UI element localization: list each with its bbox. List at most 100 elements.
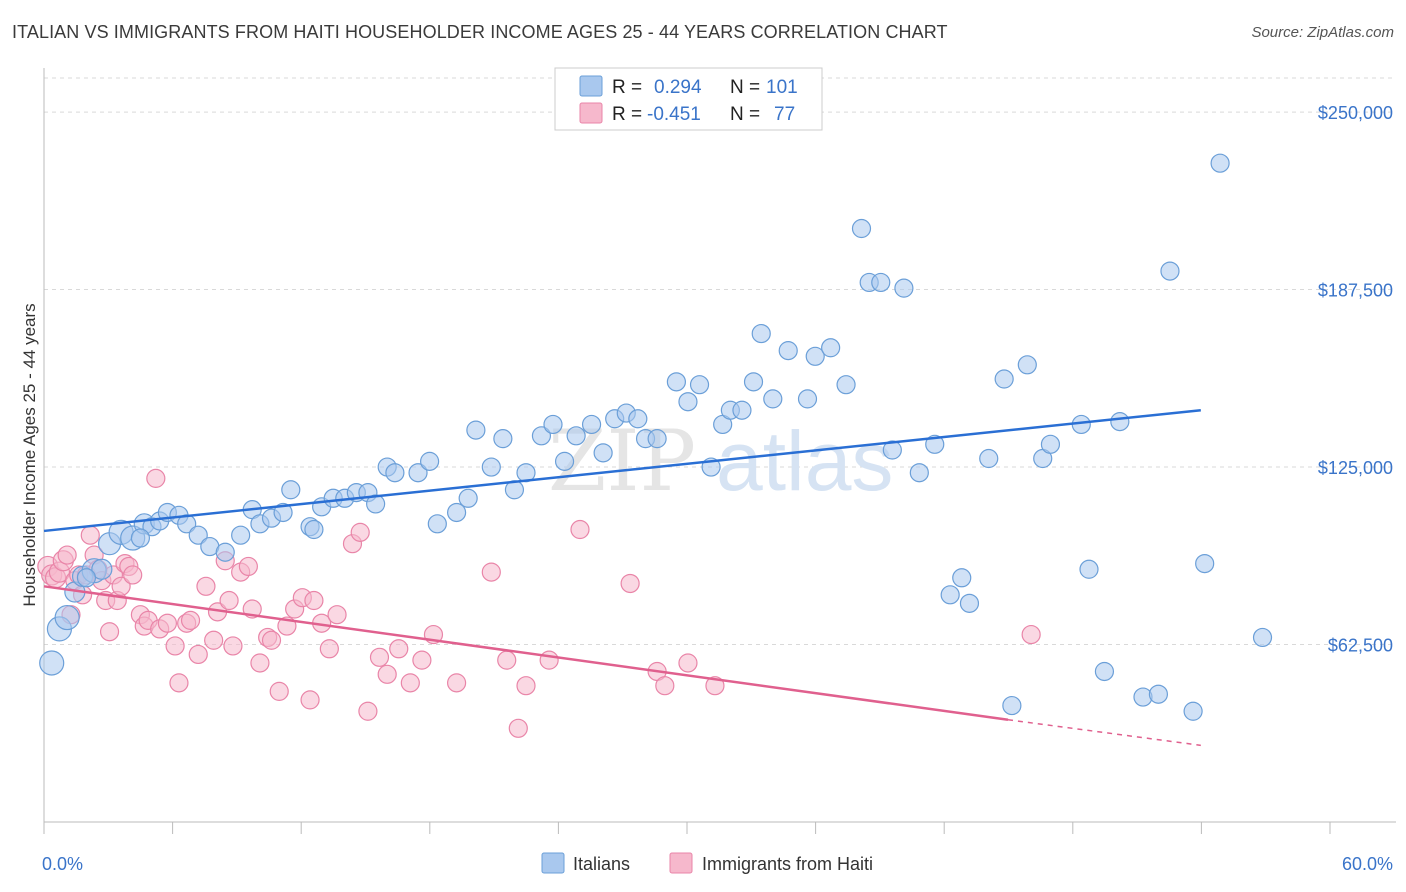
legend-bottom-swatch-italians xyxy=(541,852,565,874)
italians-point xyxy=(1252,627,1273,648)
italians-point xyxy=(797,389,818,409)
italians-point xyxy=(1110,412,1130,432)
legend-r-value-italians: 0.294 xyxy=(654,77,702,98)
haiti-points xyxy=(37,468,1041,738)
italians-point xyxy=(385,463,405,483)
italians-point xyxy=(979,448,999,469)
italians-point xyxy=(763,389,783,409)
haiti-point xyxy=(516,676,536,696)
italians-point xyxy=(554,451,575,471)
italians-point xyxy=(851,218,872,239)
italians-point xyxy=(871,272,891,293)
italians-point xyxy=(566,426,586,446)
haiti-point xyxy=(238,556,258,577)
haiti-point xyxy=(400,673,420,693)
italians-point xyxy=(188,525,208,545)
italians-point xyxy=(543,414,563,435)
legend-n-value-italians: 101 xyxy=(766,77,798,98)
italians-point xyxy=(666,372,686,392)
italians-point xyxy=(909,463,929,483)
italians-point xyxy=(427,514,447,534)
haiti-point xyxy=(377,664,397,684)
haiti-point xyxy=(300,690,320,710)
x-tick-label-max: 60.0% xyxy=(1342,854,1393,874)
legend-swatch-haiti xyxy=(579,102,603,124)
haiti-point xyxy=(180,610,201,630)
haiti-point xyxy=(157,613,177,633)
legend-bottom-swatch-haiti xyxy=(669,852,693,874)
y-tick-labels: $62,500 $125,000 $187,500 $250,000 xyxy=(1318,103,1393,655)
legend-n-label-haiti: N = xyxy=(730,104,760,125)
legend-r-value-haiti: -0.451 xyxy=(647,104,701,125)
haiti-point xyxy=(269,681,289,701)
legend-swatch-italians xyxy=(579,75,603,97)
haiti-point xyxy=(705,676,725,696)
italians-point xyxy=(1210,153,1230,173)
italians-points xyxy=(39,153,1273,721)
italians-point xyxy=(366,494,386,514)
italians-point xyxy=(1017,355,1037,375)
axes xyxy=(43,68,1396,834)
italians-point xyxy=(894,278,914,298)
haiti-point xyxy=(165,636,185,656)
italians-trend-line xyxy=(43,409,1201,533)
haiti-point xyxy=(350,522,370,542)
italians-point xyxy=(481,457,501,477)
italians-point xyxy=(593,443,613,463)
y-tick-label: $250,000 xyxy=(1318,103,1393,123)
chart-source: Source: ZipAtlas.com xyxy=(1251,24,1394,41)
italians-point xyxy=(994,369,1014,389)
haiti-point xyxy=(319,639,339,659)
italians-point xyxy=(76,568,97,588)
italians-point xyxy=(805,346,825,366)
italians-point xyxy=(581,414,602,435)
haiti-point xyxy=(123,565,143,585)
italians-point xyxy=(1094,661,1115,682)
italians-point xyxy=(1002,695,1022,716)
italians-point xyxy=(836,375,856,395)
italians-point xyxy=(940,585,960,605)
italians-point xyxy=(959,593,980,613)
italians-point xyxy=(91,558,113,580)
haiti-point xyxy=(1021,624,1041,645)
haiti-point xyxy=(412,650,432,670)
watermark: ZIP atlas xyxy=(548,412,893,510)
italians-point xyxy=(281,480,301,500)
haiti-point xyxy=(250,653,270,673)
italians-point xyxy=(689,375,710,395)
italians-point xyxy=(1148,684,1169,704)
haiti-point xyxy=(678,653,698,673)
italians-point xyxy=(778,341,798,361)
legend-bottom-haiti: Immigrants from Haiti xyxy=(702,854,873,874)
italians-point xyxy=(1160,261,1180,281)
haiti-point xyxy=(204,630,224,650)
italians-point xyxy=(1040,434,1061,454)
italians-point xyxy=(628,409,648,429)
haiti-point xyxy=(188,644,208,665)
haiti-point xyxy=(481,562,501,582)
haiti-point xyxy=(655,676,675,696)
haiti-point xyxy=(389,639,409,659)
haiti-point xyxy=(111,576,131,596)
italians-point xyxy=(458,488,478,508)
haiti-point xyxy=(327,605,347,625)
haiti-point xyxy=(80,525,100,545)
italians-point xyxy=(1183,701,1203,721)
haiti-point xyxy=(99,622,120,642)
italians-point xyxy=(54,604,80,631)
italians-point xyxy=(678,392,698,412)
italians-point xyxy=(446,502,467,523)
legend-n-label-italians: N = xyxy=(730,77,760,98)
italians-point xyxy=(466,420,486,440)
haiti-point xyxy=(620,573,640,594)
x-tick-labels: 0.0% 60.0% xyxy=(42,854,1393,874)
italians-point xyxy=(952,568,972,588)
italians-point xyxy=(408,463,428,483)
italians-point xyxy=(743,372,764,392)
legend-top: R = 0.294 N = 101 R = -0.451 N = 77 xyxy=(554,67,823,131)
haiti-point xyxy=(196,576,216,596)
haiti-point xyxy=(508,718,528,738)
haiti-point xyxy=(261,630,282,650)
italians-point xyxy=(531,426,552,446)
